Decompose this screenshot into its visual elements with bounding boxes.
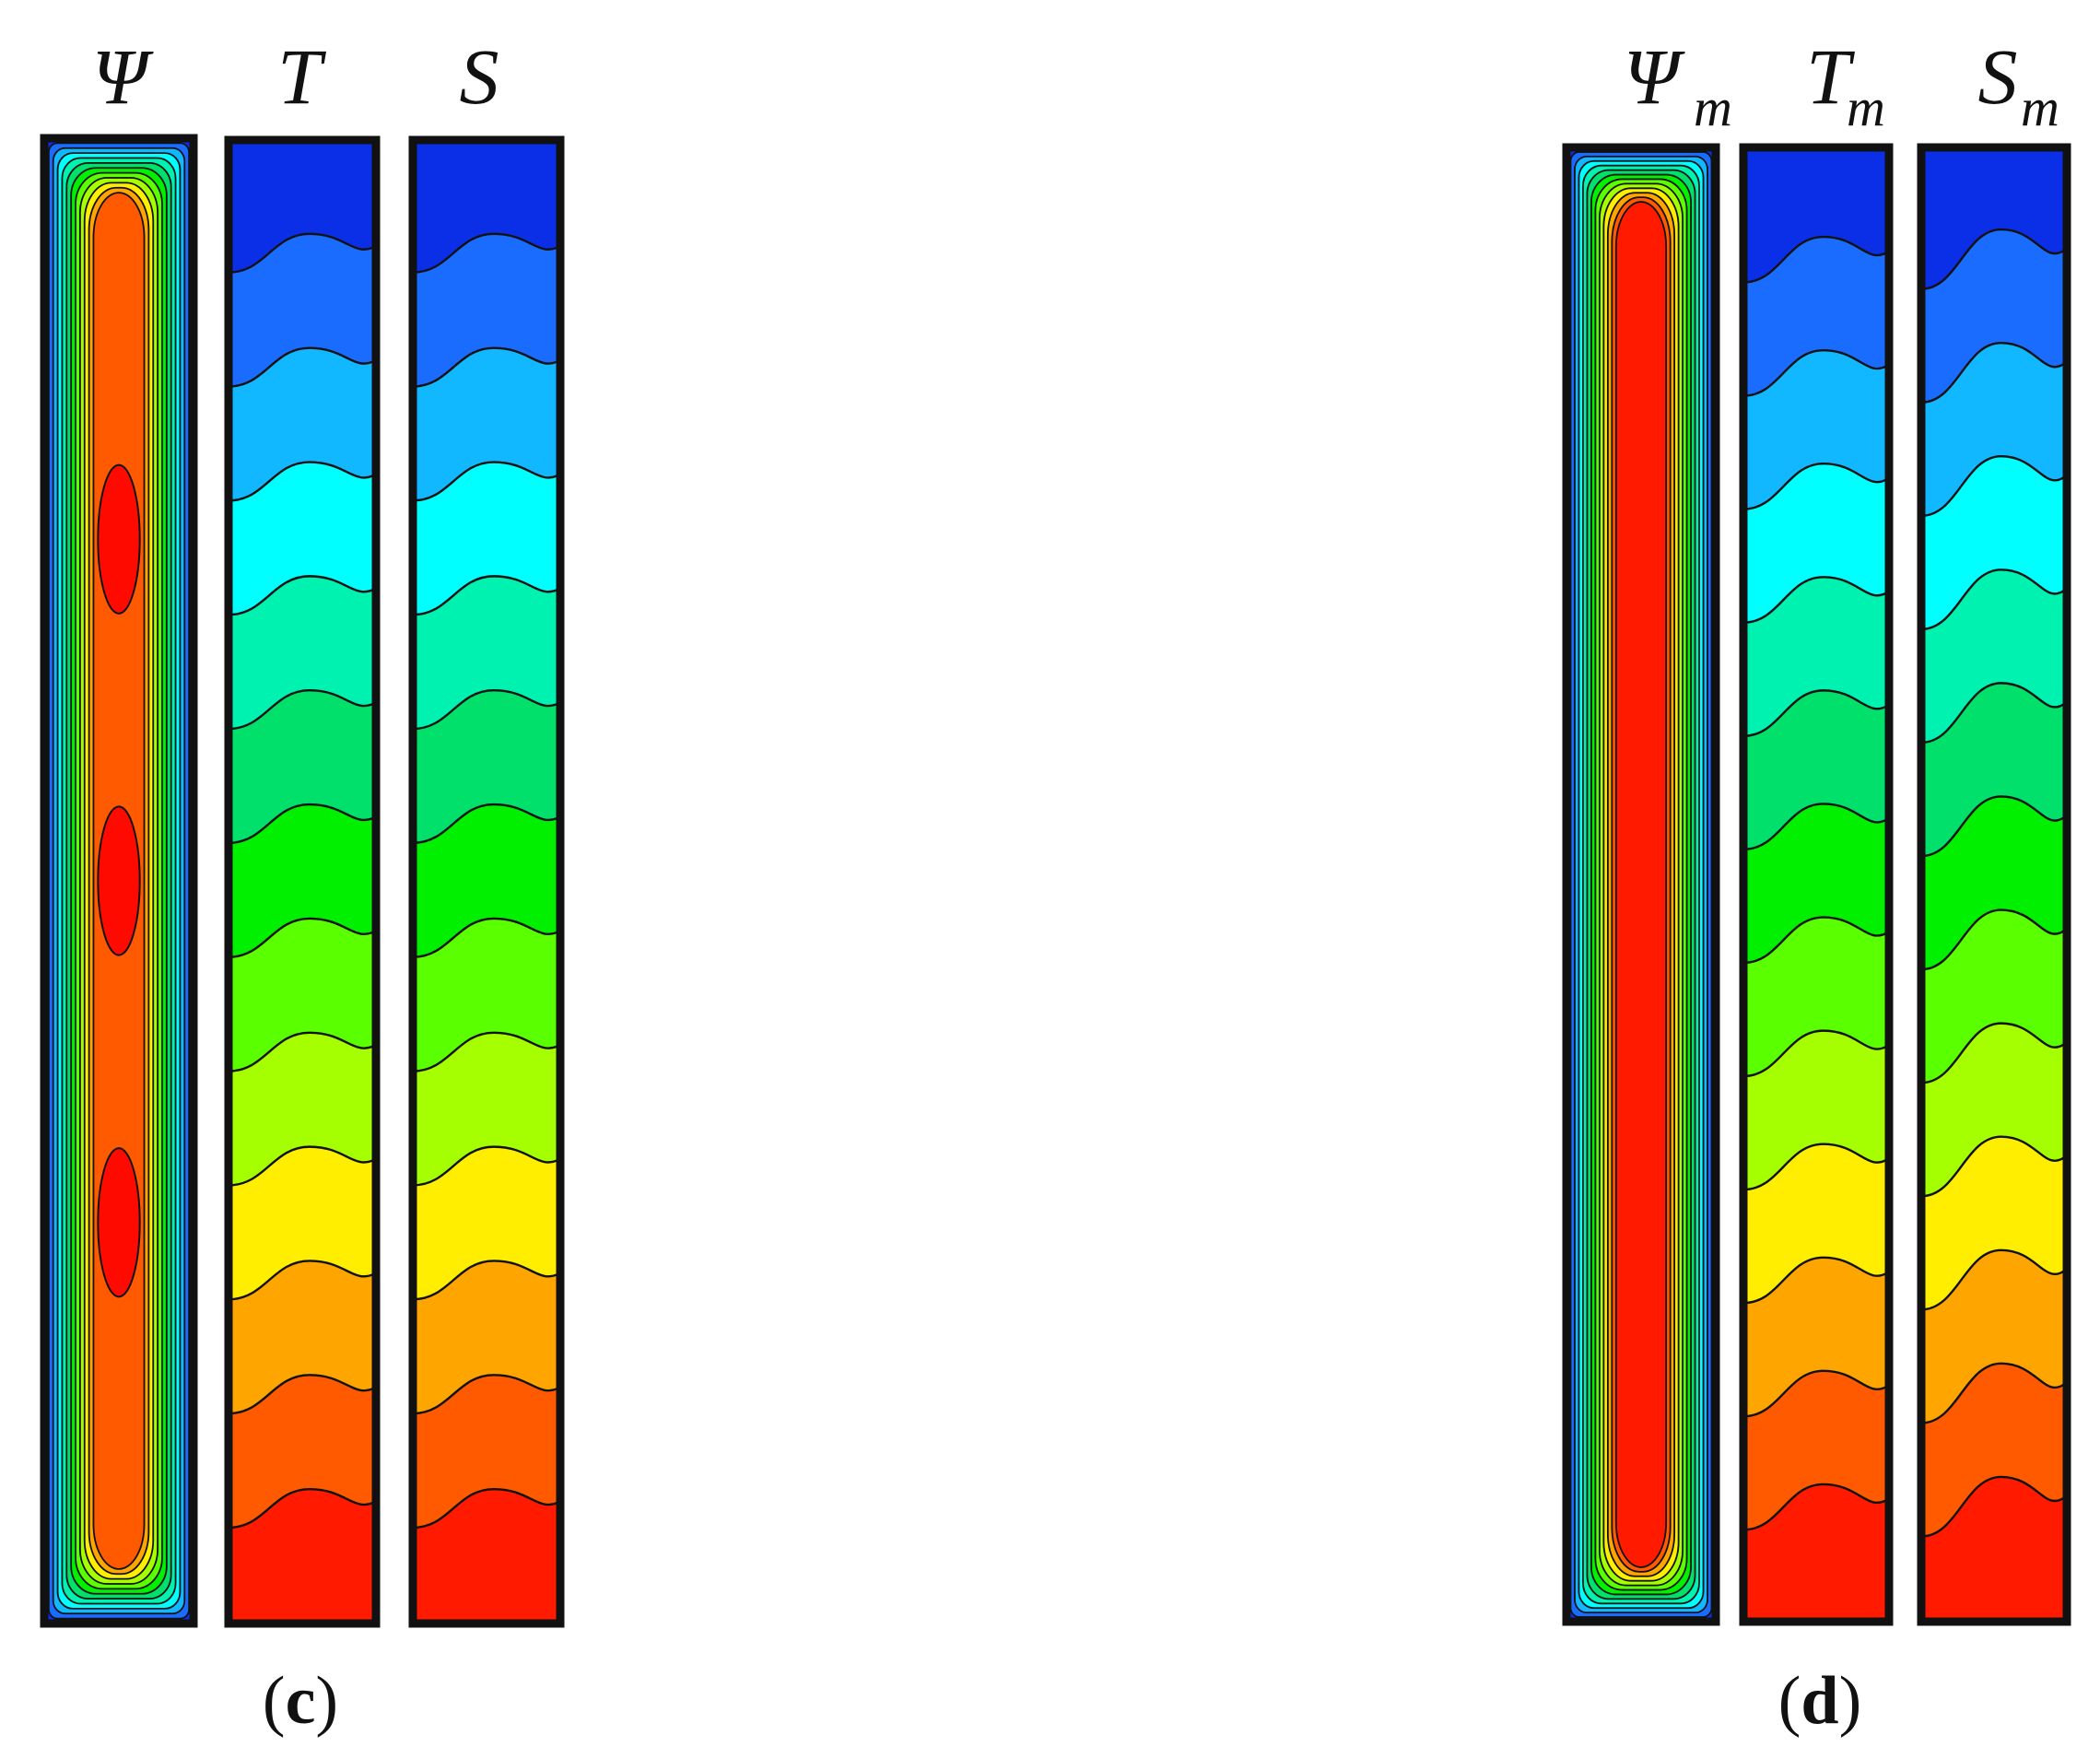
- contour-band: [1743, 1483, 1889, 1622]
- group-d: Ψ m T m S m (d): [1562, 32, 2071, 1739]
- caption-c: (c): [263, 1663, 338, 1739]
- stream-contour: [1614, 201, 1668, 1568]
- panel-label-psi-m-sub: m: [1694, 77, 1732, 137]
- panel-frame: [1562, 143, 1720, 1626]
- temperature-panel-d: [1739, 143, 1894, 1626]
- temperature-panel-c: [224, 135, 381, 1628]
- panel-frame: [224, 135, 381, 1628]
- group-c: Ψ T S (c): [40, 32, 565, 1739]
- panel-label-t: T: [277, 32, 326, 121]
- contour-band: [229, 1487, 376, 1623]
- panel-frame: [1739, 143, 1894, 1626]
- panel-label-s-m-sub: m: [2021, 77, 2059, 137]
- contour-band: [413, 1487, 560, 1623]
- panel-label-t-m-sub: m: [1847, 77, 1885, 137]
- caption-d: (d): [1778, 1663, 1861, 1739]
- stream-core: [97, 805, 141, 956]
- stream-core: [97, 463, 141, 615]
- streamfunction-panel-c: [40, 134, 198, 1628]
- stream-core: [97, 1147, 141, 1298]
- panel-label-psi: Ψ: [92, 32, 154, 121]
- panel-label-s-m: S: [1978, 32, 2018, 121]
- panel-frame: [1917, 143, 2071, 1626]
- streamfunction-panel-d: [1562, 143, 1720, 1626]
- panel-label-psi-m: Ψ: [1624, 32, 1685, 121]
- panel-frame: [40, 134, 198, 1628]
- panel-frame: [408, 135, 565, 1628]
- concentration-panel-c: [408, 135, 565, 1628]
- contour-band: [1921, 1475, 2067, 1622]
- panel-label-s: S: [460, 32, 499, 121]
- panel-label-t-m: T: [1806, 32, 1855, 121]
- concentration-panel-d: [1917, 143, 2071, 1626]
